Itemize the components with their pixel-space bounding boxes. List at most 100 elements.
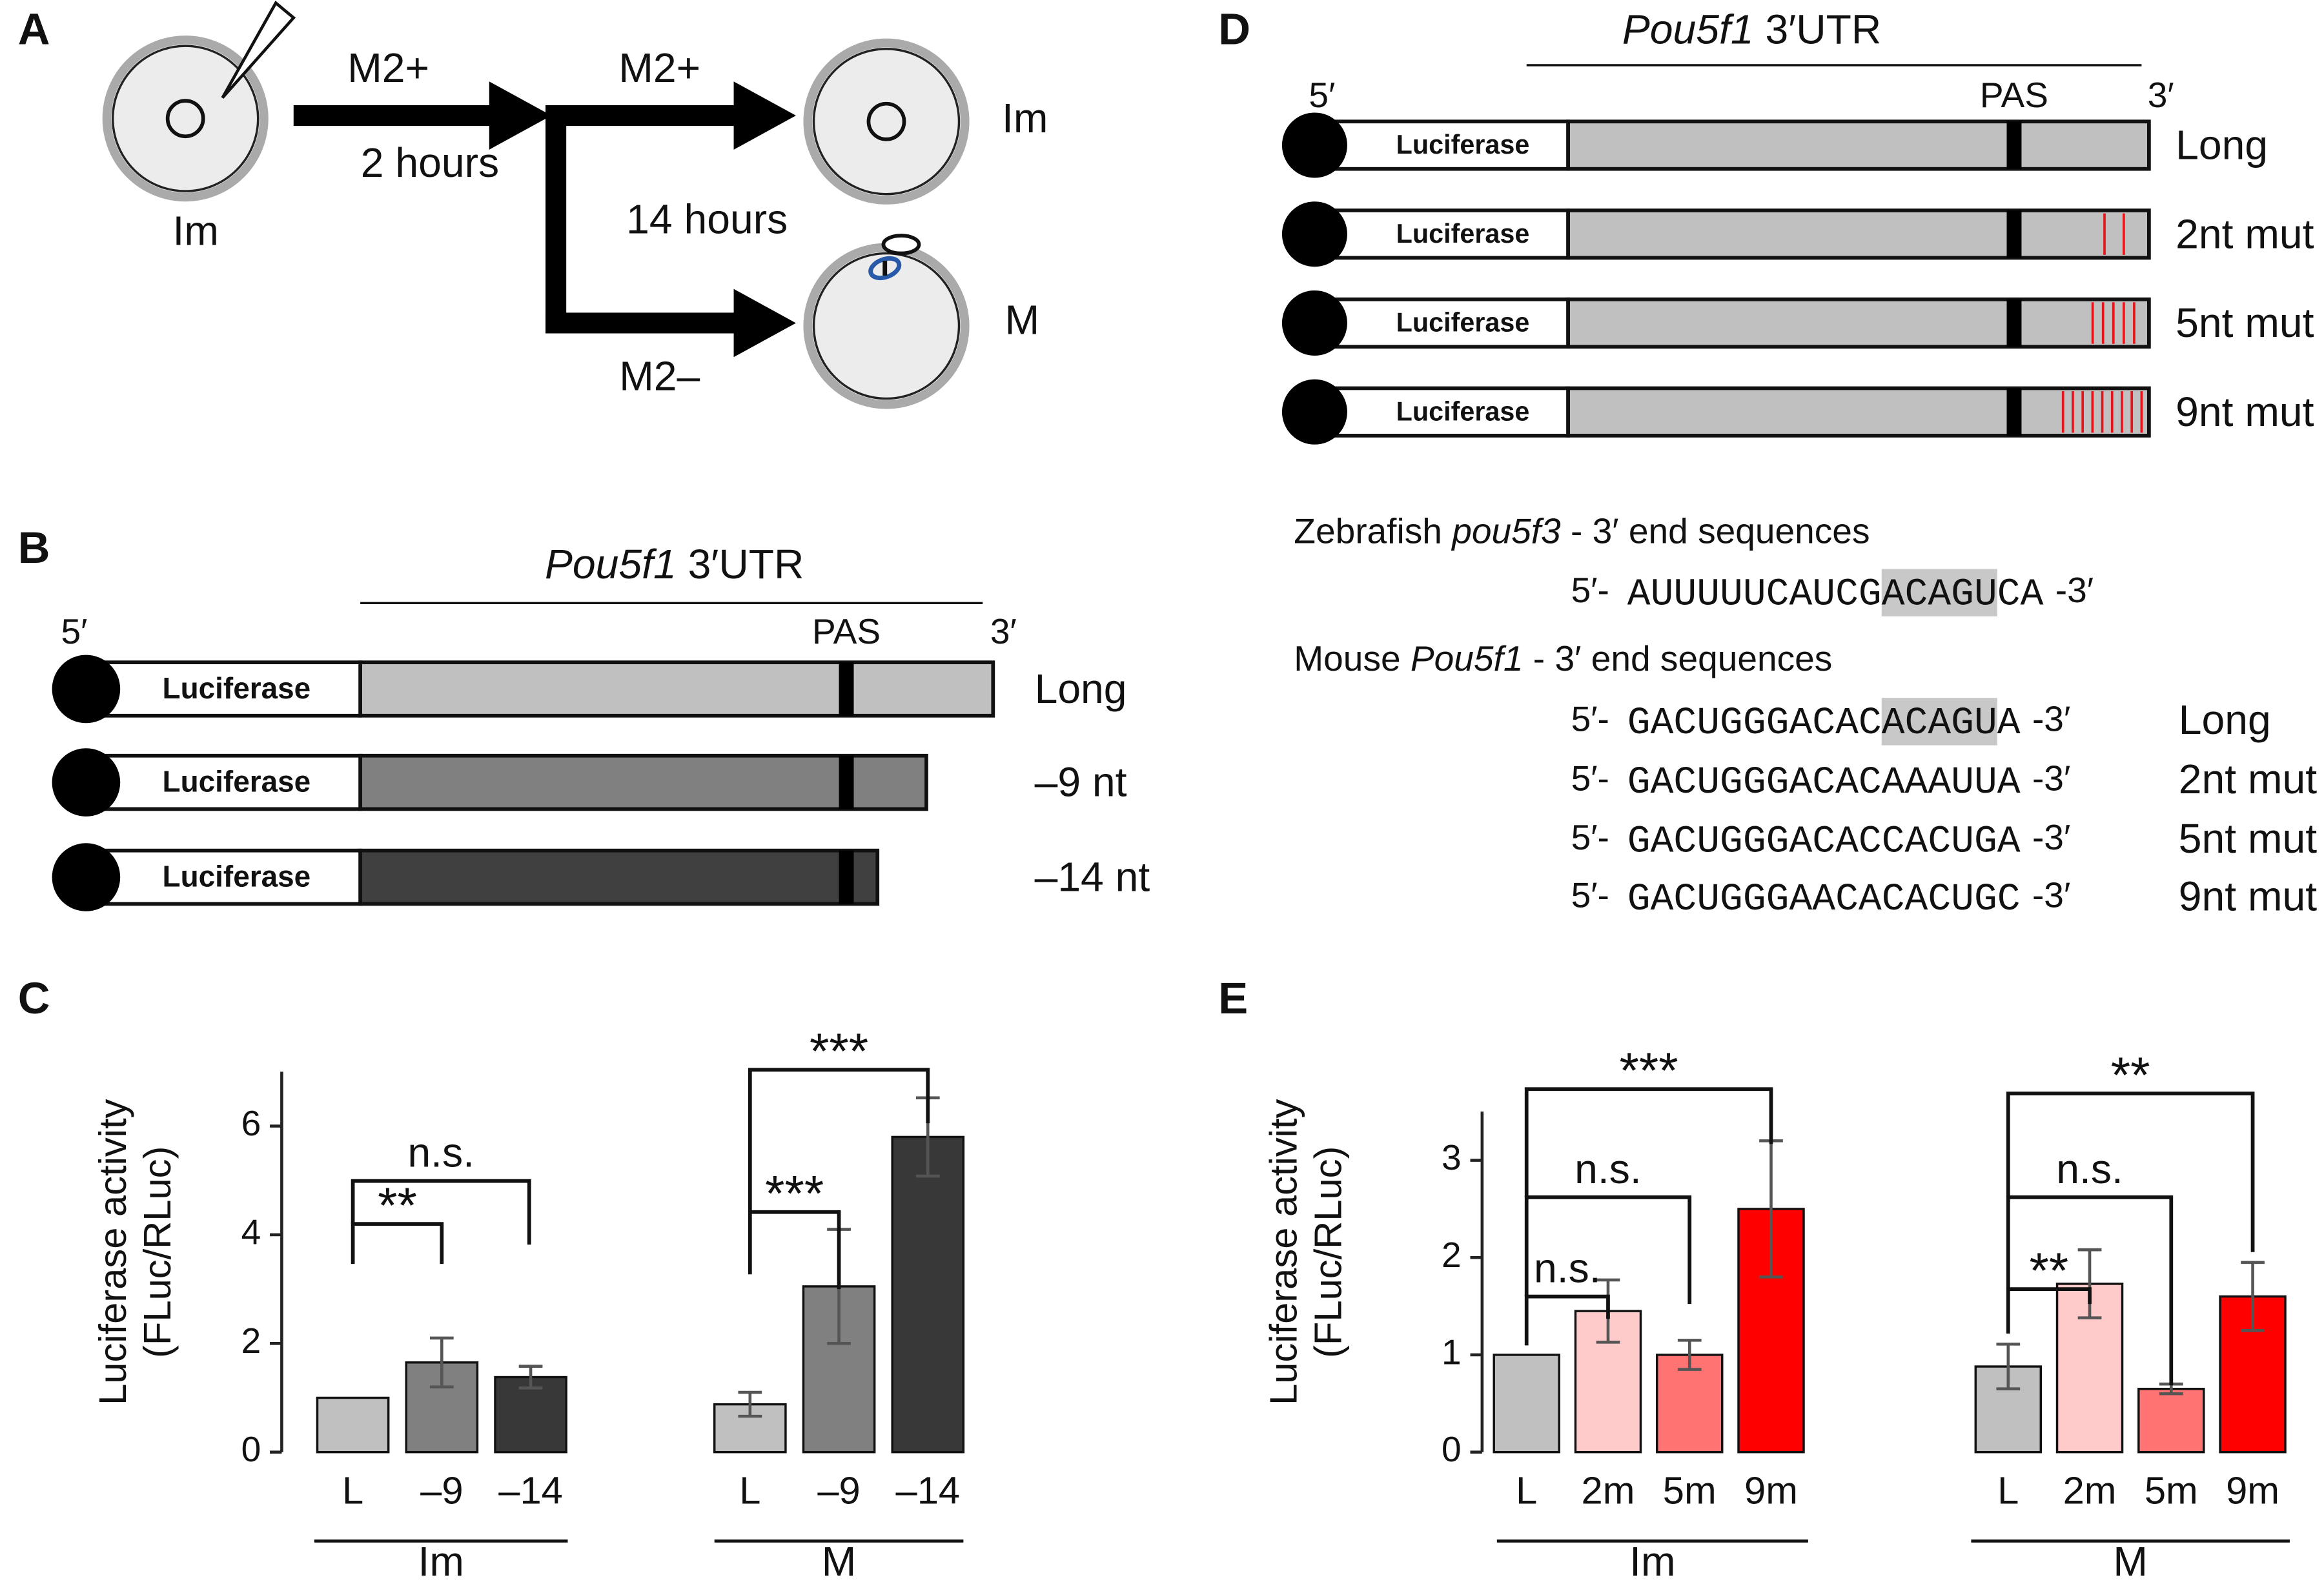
pas-site xyxy=(2006,121,2022,169)
significance-bracket xyxy=(1524,1087,1773,1197)
panel-label: B xyxy=(18,523,50,573)
arrow-head xyxy=(733,81,796,150)
utr xyxy=(1566,208,2151,260)
utr xyxy=(1566,386,2151,438)
cap xyxy=(1281,379,1347,445)
y-tick-label: 2 xyxy=(1442,1235,1462,1275)
oocyte xyxy=(812,252,961,400)
x-tick-label: L xyxy=(342,1469,363,1512)
significance-bracket xyxy=(1524,1195,1692,1305)
sequence-heading-part: Mouse xyxy=(1294,638,1411,678)
construct-title-part: 3′UTR xyxy=(677,541,804,587)
panel-label: D xyxy=(1218,5,1250,54)
y-tick-label: 0 xyxy=(241,1429,261,1469)
construct-name: –14 nt xyxy=(1035,854,1150,900)
sequence: CACUG xyxy=(1882,820,1997,864)
x-tick-label: –14 xyxy=(498,1469,563,1512)
stage-label: Im xyxy=(173,208,219,254)
oocyte xyxy=(812,48,961,196)
pipette xyxy=(221,1,296,99)
oocyte xyxy=(111,45,260,192)
medium-label: M2– xyxy=(619,353,700,400)
sequence-end: 5′- xyxy=(1571,875,1609,915)
stage-label: Im xyxy=(1002,95,1048,141)
bar xyxy=(2137,1387,2205,1454)
bar xyxy=(1493,1354,1560,1454)
sequence: AUUUUUCAUCG xyxy=(1627,572,1882,616)
stage-label: M xyxy=(1005,296,1040,343)
oocyte-zona xyxy=(803,38,970,205)
sequence-heading-part: Pou5f1 xyxy=(1411,638,1524,678)
significance-bracket xyxy=(748,1068,930,1212)
polar-body xyxy=(881,234,921,256)
construct-name: Long xyxy=(2176,122,2268,168)
medium-label: M2+ xyxy=(618,45,700,91)
sequence: UA xyxy=(1974,760,2021,804)
group-label: Im xyxy=(1629,1538,1675,1584)
y-tick-label: 2 xyxy=(241,1321,261,1361)
sequence-end: -3′ xyxy=(2055,570,2094,610)
cap xyxy=(1281,112,1347,178)
utr xyxy=(358,848,880,906)
luciferase xyxy=(1332,386,1570,438)
time-label: 2 hours xyxy=(361,139,499,186)
y-tick-label: 3 xyxy=(1442,1137,1462,1177)
significance-bracket xyxy=(748,1210,841,1290)
construct-title: Pou5f1 3′UTR xyxy=(545,541,804,587)
panel-label: C xyxy=(18,973,50,1023)
group-label: M xyxy=(822,1538,857,1584)
significance-bracket xyxy=(351,1222,444,1264)
sequence-end: 5′- xyxy=(1571,817,1609,857)
sequence: GACUGGGACAC xyxy=(1627,701,1882,745)
utr xyxy=(1566,297,2151,349)
significance-label: n.s. xyxy=(2056,1146,2123,1192)
sequence-highlight xyxy=(1881,698,1997,746)
sequence-heading-part: pou5f3 xyxy=(1451,511,1561,551)
sequence-name: 5nt mut xyxy=(2179,815,2317,862)
sequence-end: 5′- xyxy=(1571,699,1609,739)
significance-bracket xyxy=(2006,1287,2092,1334)
three-prime: 3′ xyxy=(990,611,1017,651)
x-tick-label: 2m xyxy=(2063,1469,2117,1512)
y-axis-label: (FLuc/RLuc) xyxy=(1306,1146,1349,1358)
x-tick-label: L xyxy=(1997,1469,2019,1512)
sequence: CA xyxy=(1997,572,2044,616)
x-tick-label: 9m xyxy=(1744,1469,1798,1512)
pas-site xyxy=(839,755,854,809)
sequence: GACUGGGA xyxy=(1627,877,1813,921)
significance-bracket xyxy=(2006,1092,2255,1252)
pas-site xyxy=(2006,388,2022,436)
y-tick-label: 4 xyxy=(241,1212,261,1252)
bar xyxy=(891,1135,965,1454)
pas-site xyxy=(2006,210,2022,258)
x-tick-label: –9 xyxy=(817,1469,860,1512)
nucleus xyxy=(866,101,906,141)
sequence-heading: Mouse Pou5f1 - 3′ end sequences xyxy=(1294,638,1832,678)
sequence-heading-part: - 3′ end sequences xyxy=(1561,511,1870,551)
construct-title: Pou5f1 3′UTR xyxy=(1622,6,1881,52)
sequence-heading: Zebrafish pou5f3 - 3′ end sequences xyxy=(1294,511,1870,551)
nucleus xyxy=(165,99,205,139)
spindle xyxy=(868,256,902,281)
panel-a-diagram xyxy=(102,1,970,409)
significance-label: *** xyxy=(765,1164,824,1221)
significance-label: n.s. xyxy=(1534,1245,1601,1292)
cap xyxy=(1281,290,1347,356)
sequence: ACAGU xyxy=(1882,701,1997,745)
luciferase xyxy=(1332,119,1570,171)
bar xyxy=(1656,1354,1724,1454)
sequence: A xyxy=(1997,820,2021,864)
y-axis-label: Luciferase activity xyxy=(1262,1099,1305,1405)
luciferase xyxy=(1332,208,1570,260)
pas-site xyxy=(2006,299,2022,347)
significance-label: n.s. xyxy=(407,1130,474,1176)
pas-site xyxy=(839,850,854,904)
reporter-label: Luciferase xyxy=(1396,130,1530,159)
significance-label: *** xyxy=(810,1022,868,1079)
sequence: A xyxy=(1905,760,1928,804)
reporter-label: Luciferase xyxy=(163,671,311,705)
reporter-label: Luciferase xyxy=(163,859,311,893)
sequence-end: -3′ xyxy=(2032,699,2070,739)
utr xyxy=(358,753,928,811)
y-tick-label: 1 xyxy=(1442,1332,1462,1372)
